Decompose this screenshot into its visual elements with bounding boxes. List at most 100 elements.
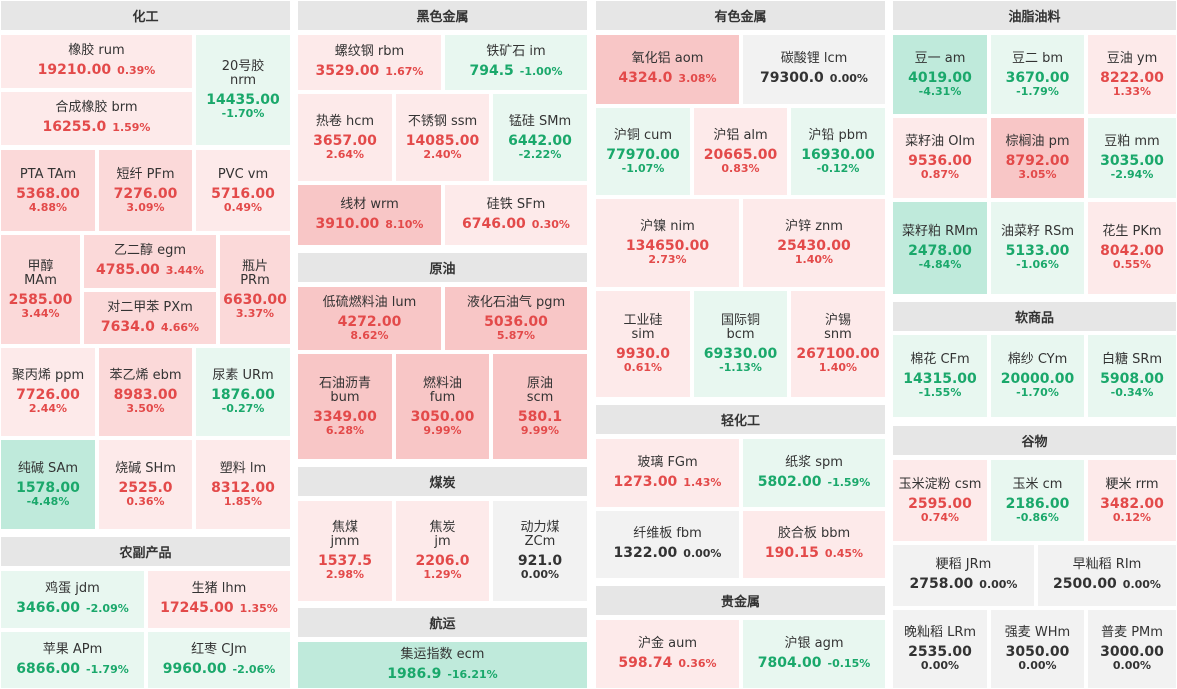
- contract-change: 6.28%: [325, 423, 365, 437]
- contract-tile-pfm[interactable]: 短纤 PFm 7276.00 3.09%: [99, 150, 192, 231]
- contract-tile-rmm[interactable]: 菜籽粕 RMm 2478.00 -4.84%: [893, 202, 987, 294]
- contract-tile-cm[interactable]: 玉米 cm 2186.00 -0.86%: [991, 460, 1084, 541]
- contract-tile-sam[interactable]: 纯碱 SAm 1578.00 -4.48%: [1, 440, 95, 529]
- contract-tile-rim[interactable]: 早籼稻 RIm 2500.00 0.00%: [1038, 545, 1176, 606]
- contract-tile-nim[interactable]: 沪镍 nim 134650.00 2.73%: [596, 199, 739, 287]
- contract-tile-ebm[interactable]: 苯乙烯 ebm 8983.00 3.50%: [99, 348, 192, 436]
- contract-name: 对二甲苯 PXm: [107, 299, 193, 315]
- contract-tile-rbm[interactable]: 螺纹钢 rbm 3529.00 1.67%: [298, 35, 441, 90]
- contract-tile-bm[interactable]: 豆二 bm 3670.00 -1.79%: [991, 35, 1084, 114]
- contract-tile-pxm[interactable]: 对二甲苯 PXm 7634.0 4.66%: [84, 292, 216, 344]
- contract-tile-cym[interactable]: 棉纱 CYm 20000.00 -1.70%: [991, 335, 1084, 417]
- contract-price: 25430.00: [777, 238, 851, 254]
- contract-tile-ppm[interactable]: 聚丙烯 ppm 7726.00 2.44%: [1, 348, 95, 436]
- contract-price: 8042.00: [1100, 243, 1164, 259]
- contract-tile-lrm[interactable]: 晚籼稻 LRm 2535.00 0.00%: [893, 610, 987, 688]
- contract-name: 焦炭 jm: [429, 520, 456, 549]
- contract-tile-lum[interactable]: 低硫燃料油 lum 4272.00 8.62%: [298, 287, 441, 350]
- contract-tile-jdm[interactable]: 鸡蛋 jdm 3466.00 -2.09%: [1, 571, 144, 628]
- contract-tile-oim[interactable]: 菜籽油 OIm 9536.00 0.87%: [893, 118, 987, 198]
- contract-tile-ssm[interactable]: 不锈钢 ssm 14085.00 2.40%: [396, 94, 489, 181]
- contract-tile-jrm[interactable]: 粳稻 JRm 2758.00 0.00%: [893, 545, 1034, 606]
- contract-name: 豆二 bm: [1011, 50, 1064, 66]
- section-header-precious-metals: 贵金属: [596, 586, 885, 615]
- contract-tile-am[interactable]: 豆一 am 4019.00 -4.31%: [893, 35, 987, 114]
- contract-tile-zcm[interactable]: 动力煤 ZCm 921.0 0.00%: [493, 501, 587, 601]
- contract-name: 烧碱 SHm: [115, 460, 176, 476]
- contract-price: 7634.0: [100, 318, 155, 335]
- contract-tile-alm[interactable]: 沪铝 alm 20665.00 0.83%: [694, 108, 787, 195]
- contract-tile-aom[interactable]: 氧化铝 aom 4324.0 3.08%: [596, 35, 739, 104]
- contract-price: 1986.9: [387, 665, 442, 682]
- contract-tile-lm[interactable]: 塑料 lm 8312.00 1.85%: [196, 440, 290, 529]
- contract-tile-csm[interactable]: 玉米淀粉 csm 2595.00 0.74%: [893, 460, 987, 541]
- contract-tile-lhm[interactable]: 生猪 lhm 17245.00 1.35%: [148, 571, 290, 628]
- contract-name: 线材 wrm: [340, 196, 399, 212]
- contract-tile-tam[interactable]: PTA TAm 5368.00 4.88%: [1, 150, 95, 231]
- contract-tile-aum[interactable]: 沪金 aum 598.74 0.36%: [596, 620, 739, 688]
- contract-tile-apm[interactable]: 苹果 APm 6866.00 -1.79%: [1, 632, 144, 688]
- contract-tile-znm[interactable]: 沪锌 znm 25430.00 1.40%: [743, 199, 885, 287]
- contract-tile-sfm[interactable]: 硅铁 SFm 6746.00 0.30%: [445, 185, 587, 245]
- contract-change: 0.00%: [829, 72, 868, 85]
- contract-tile-fbm[interactable]: 纤维板 fbm 1322.00 0.00%: [596, 511, 739, 578]
- contract-tile-prm[interactable]: 瓶片 PRm 6630.00 3.37%: [220, 235, 290, 344]
- contract-tile-vm[interactable]: PVC vm 5716.00 0.49%: [196, 150, 290, 231]
- contract-tile-wrm[interactable]: 线材 wrm 3910.00 8.10%: [298, 185, 441, 245]
- contract-tile-pm[interactable]: 棕榈油 pm 8792.00 3.05%: [991, 118, 1084, 198]
- contract-tile-jmm[interactable]: 焦煤 jmm 1537.5 2.98%: [298, 501, 392, 601]
- contract-name: 苯乙烯 ebm: [109, 368, 182, 383]
- contract-tile-whm[interactable]: 强麦 WHm 3050.00 0.00%: [991, 610, 1084, 688]
- contract-tile-bbm[interactable]: 胶合板 bbm 190.15 0.45%: [743, 511, 885, 578]
- contract-price: 20665.00: [703, 146, 778, 163]
- contract-tile-hcm[interactable]: 热卷 hcm 3657.00 2.64%: [298, 94, 392, 181]
- contract-tile-smm[interactable]: 锰硅 SMm 6442.00 -2.22%: [493, 94, 587, 181]
- contract-tile-bum[interactable]: 石油沥青 bum 3349.00 6.28%: [298, 354, 392, 459]
- contract-tile-egm[interactable]: 乙二醇 egm 4785.00 3.44%: [84, 235, 216, 288]
- contract-tile-snm[interactable]: 沪锡 snm 267100.00 1.40%: [791, 291, 885, 397]
- contract-tile-scm[interactable]: 原油 scm 580.1 9.99%: [493, 354, 587, 459]
- contract-tile-bcm[interactable]: 国际铜 bcm 69330.00 -1.13%: [694, 291, 787, 397]
- contract-tile-rrm[interactable]: 粳米 rrm 3482.00 0.12%: [1088, 460, 1176, 541]
- contract-tile-brm[interactable]: 合成橡胶 brm 16255.0 1.59%: [1, 92, 192, 145]
- contract-price: 8312.00: [211, 479, 275, 496]
- contract-name: 白糖 SRm: [1101, 352, 1163, 367]
- contract-name: 豆粕 mm: [1104, 134, 1160, 149]
- contract-name: 沪锡 snm: [824, 313, 852, 342]
- contract-tile-cum[interactable]: 沪铜 cum 77970.00 -1.07%: [596, 108, 690, 195]
- contract-tile-pmm[interactable]: 普麦 PMm 3000.00 0.00%: [1088, 610, 1176, 688]
- contract-tile-jm[interactable]: 焦炭 jm 2206.0 1.29%: [396, 501, 489, 601]
- contract-price: 6746.00: [462, 215, 526, 232]
- contract-tile-fgm[interactable]: 玻璃 FGm 1273.00 1.43%: [596, 439, 739, 507]
- contract-change: 5.87%: [496, 328, 536, 342]
- contract-name: 瓶片 PRm: [240, 258, 270, 288]
- contract-tile-sim[interactable]: 工业硅 sim 9930.0 0.61%: [596, 291, 690, 397]
- contract-tile-cjm[interactable]: 红枣 CJm 9960.00 -2.06%: [148, 632, 290, 688]
- contract-tile-pbm[interactable]: 沪铅 pbm 16930.00 -0.12%: [791, 108, 885, 195]
- contract-tile-mam[interactable]: 甲醇 MAm 2585.00 3.44%: [1, 235, 80, 344]
- contract-tile-shm[interactable]: 烧碱 SHm 2525.0 0.36%: [99, 440, 192, 529]
- contract-tile-agm[interactable]: 沪银 agm 7804.00 -0.15%: [743, 620, 885, 688]
- contract-tile-pkm[interactable]: 花生 PKm 8042.00 0.55%: [1088, 202, 1176, 294]
- contract-price: 2478.00: [908, 243, 972, 259]
- contract-change: -1.55%: [918, 386, 962, 399]
- contract-price: 16255.0: [42, 119, 107, 135]
- contract-price: 1876.00: [211, 387, 275, 403]
- contract-tile-urm[interactable]: 尿素 URm 1876.00 -0.27%: [196, 348, 290, 436]
- contract-tile-cfm[interactable]: 棉花 CFm 14315.00 -1.55%: [893, 335, 987, 417]
- contract-tile-fum[interactable]: 燃料油 fum 3050.00 9.99%: [396, 354, 489, 459]
- contract-price: 3466.00: [16, 600, 81, 616]
- contract-tile-im[interactable]: 铁矿石 im 794.5 -1.00%: [445, 35, 587, 90]
- contract-tile-rsm[interactable]: 油菜籽 RSm 5133.00 -1.06%: [991, 202, 1084, 294]
- contract-price: 2186.00: [1005, 495, 1070, 512]
- section-header-coal: 煤炭: [298, 467, 587, 496]
- contract-tile-pgm[interactable]: 液化石油气 pgm 5036.00 5.87%: [445, 287, 587, 350]
- contract-tile-lcm[interactable]: 碳酸锂 lcm 79300.0 0.00%: [743, 35, 885, 104]
- contract-tile-ym[interactable]: 豆油 ym 8222.00 1.33%: [1088, 35, 1176, 114]
- contract-tile-srm[interactable]: 白糖 SRm 5908.00 -0.34%: [1088, 335, 1176, 417]
- contract-tile-nrm[interactable]: 20号胶 nrm 14435.00 -1.70%: [196, 35, 290, 145]
- contract-tile-rum[interactable]: 橡胶 rum 19210.00 0.39%: [1, 35, 192, 88]
- contract-tile-spm[interactable]: 纸浆 spm 5802.00 -1.59%: [743, 439, 885, 507]
- contract-tile-ecm[interactable]: 集运指数 ecm 1986.9 -16.21%: [298, 642, 587, 688]
- contract-tile-mm[interactable]: 豆粕 mm 3035.00 -2.94%: [1088, 118, 1176, 198]
